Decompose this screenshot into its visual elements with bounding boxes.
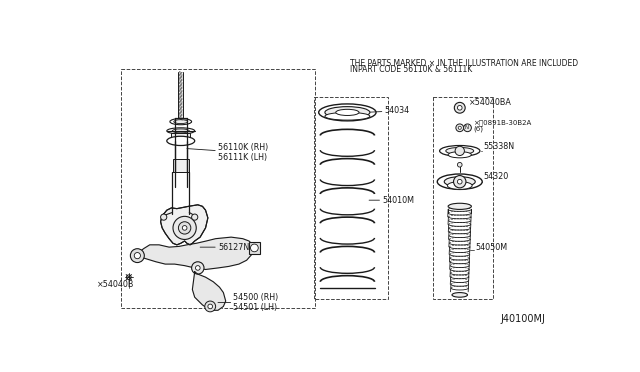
Text: ×54040B: ×54040B: [97, 280, 134, 289]
Ellipse shape: [319, 104, 376, 121]
Text: INPART CODE 56110K & 56111K: INPART CODE 56110K & 56111K: [349, 65, 472, 74]
Ellipse shape: [440, 145, 480, 156]
Ellipse shape: [447, 182, 472, 189]
Text: ×␈0891B-30B2A: ×␈0891B-30B2A: [473, 119, 531, 126]
Ellipse shape: [167, 128, 195, 134]
Circle shape: [195, 266, 200, 270]
Circle shape: [191, 214, 198, 220]
Ellipse shape: [172, 129, 189, 133]
Circle shape: [250, 244, 259, 252]
Circle shape: [161, 214, 167, 220]
Ellipse shape: [325, 107, 370, 118]
Circle shape: [179, 222, 191, 234]
Bar: [121, 69, 315, 308]
Bar: [433, 97, 493, 299]
Ellipse shape: [444, 177, 476, 187]
Circle shape: [182, 225, 187, 230]
Ellipse shape: [448, 152, 472, 158]
Ellipse shape: [174, 120, 188, 124]
Circle shape: [456, 124, 463, 132]
Circle shape: [208, 304, 212, 309]
Circle shape: [173, 217, 196, 240]
Text: THE PARTS MARKED × IN THE ILLUSTRATION ARE INCLUDED: THE PARTS MARKED × IN THE ILLUSTRATION A…: [349, 58, 578, 67]
Text: 54050M: 54050M: [476, 243, 508, 252]
Circle shape: [458, 106, 462, 110]
Bar: [249, 242, 260, 254]
Polygon shape: [132, 237, 254, 269]
Text: 54010M: 54010M: [369, 196, 414, 205]
Ellipse shape: [446, 147, 474, 154]
Text: 54034: 54034: [364, 106, 410, 115]
Text: ×54040BA: ×54040BA: [469, 98, 512, 107]
Ellipse shape: [336, 109, 359, 115]
Ellipse shape: [325, 112, 370, 120]
Polygon shape: [161, 205, 208, 245]
Text: N: N: [465, 125, 468, 129]
Circle shape: [205, 301, 216, 312]
Bar: [172, 133, 190, 138]
Ellipse shape: [448, 203, 472, 209]
Text: 56127N: 56127N: [200, 243, 249, 251]
Text: (6): (6): [473, 126, 483, 132]
Circle shape: [134, 253, 140, 259]
Ellipse shape: [167, 136, 195, 145]
Circle shape: [454, 102, 465, 113]
Ellipse shape: [452, 293, 467, 297]
Circle shape: [131, 249, 145, 263]
Circle shape: [455, 146, 465, 155]
Polygon shape: [193, 272, 226, 310]
Ellipse shape: [172, 212, 189, 217]
Text: 55338N: 55338N: [483, 142, 514, 151]
Text: 56110K (RH)
56111K (LH): 56110K (RH) 56111K (LH): [187, 143, 268, 162]
Ellipse shape: [437, 174, 482, 189]
Circle shape: [191, 262, 204, 274]
Circle shape: [454, 176, 466, 188]
Circle shape: [127, 275, 131, 279]
Circle shape: [458, 126, 461, 129]
Text: 54500 (RH)
54501 (LH): 54500 (RH) 54501 (LH): [218, 293, 278, 312]
Bar: [173, 158, 189, 173]
Circle shape: [463, 124, 472, 132]
Text: J40100MJ: J40100MJ: [500, 314, 545, 324]
Bar: [314, 97, 388, 299]
Circle shape: [458, 163, 462, 167]
Text: 54320: 54320: [483, 172, 508, 182]
Ellipse shape: [170, 119, 191, 125]
Circle shape: [458, 179, 462, 184]
